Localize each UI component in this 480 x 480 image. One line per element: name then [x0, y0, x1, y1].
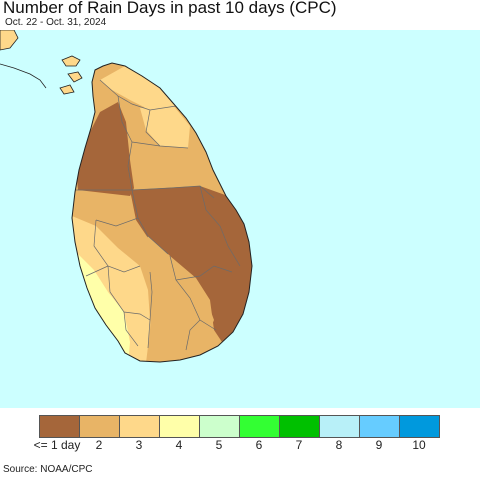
legend-label: 5 [215, 438, 223, 452]
legend-labels: <= 1 day 2 3 4 5 6 7 8 9 10 [0, 438, 480, 454]
zone-4-southwest [74, 250, 130, 362]
legend-swatch [40, 416, 80, 437]
zone-2-central [140, 236, 214, 350]
rain-days-map [0, 30, 480, 408]
islet [67, 71, 83, 83]
legend-swatch [80, 416, 120, 437]
legend-label: 7 [295, 438, 303, 452]
zone-3-southwest [72, 216, 152, 362]
adams-bridge [0, 63, 47, 89]
legend-label: 9 [375, 438, 383, 452]
map-title: Number of Rain Days in past 10 days (CPC… [3, 0, 337, 17]
source-credit: Source: NOAA/CPC [3, 464, 93, 475]
date-range: Oct. 22 - Oct. 31, 2024 [5, 17, 107, 28]
legend-swatch [160, 416, 200, 437]
legend-swatch [360, 416, 400, 437]
india-coast [0, 30, 19, 51]
zone-3-north [100, 66, 176, 110]
legend-swatch [280, 416, 320, 437]
legend-swatch [400, 416, 439, 437]
zone-1-east [130, 186, 252, 348]
legend-label: 8 [335, 438, 343, 452]
islet [61, 55, 81, 67]
legend-label: <= 1 day [33, 438, 81, 452]
legend-label: 3 [135, 438, 143, 452]
legend-swatch [120, 416, 160, 437]
zone-3-northcentral [140, 104, 190, 148]
islet [59, 84, 75, 95]
legend-color-bar [39, 415, 440, 438]
legend-label: 4 [175, 438, 183, 452]
legend-swatch [320, 416, 360, 437]
district-boundaries [76, 79, 241, 351]
rain-zones [72, 66, 252, 362]
zone-1-northwest [76, 102, 134, 196]
legend-swatch [240, 416, 280, 437]
legend-swatch [200, 416, 240, 437]
legend-label: 10 [412, 438, 426, 452]
legend-label: 2 [95, 438, 103, 452]
legend-label: 6 [255, 438, 263, 452]
